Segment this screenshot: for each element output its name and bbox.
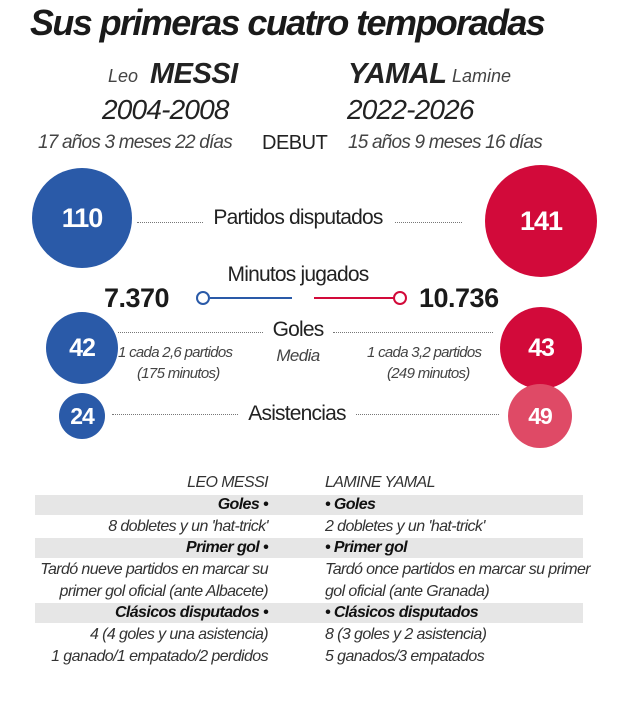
goles-label: Goles [272,318,325,341]
messi-first-name: Leo [108,66,139,86]
messi-minutos-line [210,297,292,299]
messi-minutos-marker [196,291,210,305]
yamal-minutos-marker [393,291,407,305]
yamal-primer-gol-line2: gol oficial (ante Granada) [325,583,490,600]
yamal-goles-heading: • Goles [325,496,376,513]
messi-goles-detail: 8 dobletes y un 'hat-trick' [108,518,268,535]
messi-primer-gol-line2: primer gol oficial (ante Albacete) [59,583,269,600]
messi-clasicos-line2: 1 ganado/1 empatado/2 perdidos [51,648,268,665]
table-band-goles [35,495,583,515]
table-band-clasicos [35,603,583,623]
yamal-goles-minutes: (249 minutos) [387,365,470,382]
messi-partidos-bubble: 110 [32,168,132,268]
yamal-asistencias-value: 49 [528,402,553,429]
messi-minutos-value: 7.370 [104,283,170,313]
page-title: Sus primeras cuatro temporadas [30,2,546,43]
messi-clasicos-heading: Clásicos disputados • [114,604,269,621]
yamal-first-name: Lamine [452,66,512,86]
messi-goles-heading: Goles • [217,496,269,513]
messi-asistencias-value: 24 [70,402,95,429]
divider-dots [137,222,203,223]
yamal-debut-age: 15 años 9 meses 16 días [348,132,543,153]
divider-dots [333,332,493,333]
messi-goles-value: 42 [69,333,96,362]
yamal-minutos-line [314,297,394,299]
messi-debut-age: 17 años 3 meses 22 días [38,132,233,153]
yamal-goles-value: 43 [528,333,555,362]
messi-partidos-value: 110 [61,202,104,233]
goles-media-label: Media [276,346,320,365]
table-header-yamal: LAMINE YAMAL [325,474,435,491]
divider-dots [395,222,462,223]
messi-last-name: MESSI [150,58,238,90]
yamal-minutos-value: 10.736 [419,283,499,313]
table-band-primer-gol [35,538,583,558]
yamal-last-name: YAMAL [348,58,447,90]
yamal-partidos-value: 141 [519,205,563,236]
messi-goles-minutes: (175 minutos) [137,365,220,382]
minutos-label: Minutos jugados [227,263,370,286]
messi-goles-bubble: 42 [46,312,118,384]
messi-asistencias-bubble: 24 [59,393,105,439]
asistencias-label: Asistencias [248,402,346,425]
messi-clasicos-line1: 4 (4 goles y una asistencia) [90,626,269,643]
yamal-clasicos-line2: 5 ganados/3 empatados [325,648,485,665]
yamal-goles-avg: 1 cada 3,2 partidos [367,344,482,361]
yamal-asistencias-bubble: 49 [508,384,572,448]
divider-dots [118,332,263,333]
yamal-partidos-bubble: 141 [485,165,597,277]
yamal-clasicos-heading: • Clásicos disputados [325,604,479,621]
yamal-clasicos-line1: 8 (3 goles y 2 asistencia) [325,626,487,643]
yamal-seasons: 2022-2026 [347,94,475,125]
messi-goles-avg: 1 cada 2,6 partidos [118,344,233,361]
table-header-messi: LEO MESSI [187,474,268,491]
messi-primer-gol-heading: Primer gol • [186,539,269,556]
messi-primer-gol-line1: Tardó nueve partidos en marcar su [40,561,268,578]
yamal-goles-bubble: 43 [500,307,582,389]
yamal-primer-gol-line1: Tardó once partidos en marcar su primer [325,561,591,578]
partidos-label: Partidos disputados [213,206,383,229]
divider-dots [112,414,238,415]
yamal-goles-detail: 2 dobletes y un 'hat-trick' [325,518,485,535]
divider-dots [356,414,499,415]
yamal-primer-gol-heading: • Primer gol [325,539,408,556]
messi-seasons: 2004-2008 [102,94,230,125]
debut-label: DEBUT [262,132,328,154]
